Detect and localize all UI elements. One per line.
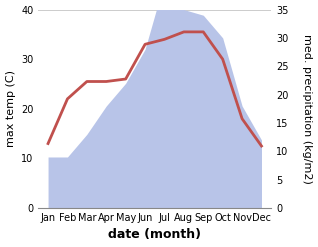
Y-axis label: max temp (C): max temp (C)	[5, 70, 16, 147]
Y-axis label: med. precipitation (kg/m2): med. precipitation (kg/m2)	[302, 34, 313, 184]
X-axis label: date (month): date (month)	[108, 228, 201, 242]
